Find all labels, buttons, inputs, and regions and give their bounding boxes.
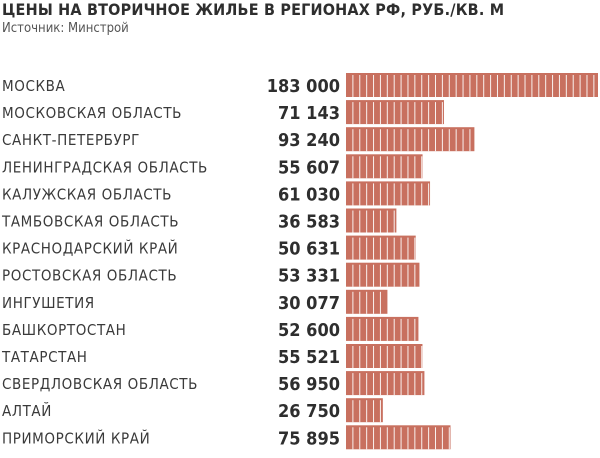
category-label: БАШКОРТОСТАН [2, 321, 126, 339]
category-label: ИНГУШЕТИЯ [2, 294, 95, 312]
bar [346, 154, 423, 179]
category-label: КАЛУЖСКАЯ ОБЛАСТЬ [2, 185, 172, 203]
bar-segments [352, 291, 381, 314]
bar-segments [352, 427, 450, 450]
bar [346, 371, 425, 396]
category-label: СВЕРДЛОВСКАЯ ОБЛАСТЬ [2, 375, 198, 393]
bar [346, 181, 431, 206]
bar-row: МОСКВА 183 000 [2, 73, 598, 97]
bar [346, 398, 383, 423]
bar-segments [352, 75, 595, 97]
value-label: 36 583 [278, 212, 340, 233]
value-label: 61 030 [278, 184, 340, 205]
chart-rows: МОСКВА 183 000 МОСКОВСКАЯ ОБЛАСТЬ 71 143 САН… [1, 73, 598, 450]
chart-subtitle: Источник: Минстрой [2, 21, 129, 36]
bar-row: КАЛУЖСКАЯ ОБЛАСТЬ 61 030 [2, 181, 431, 206]
bar [346, 208, 397, 233]
bar-row: ИНГУШЕТИЯ 30 077 [2, 289, 388, 314]
value-label: 56 950 [278, 374, 340, 395]
bar-row: ТАТАРСТАН 55 521 [1, 344, 423, 368]
category-label: КРАСНОДАРСКИЙ КРАЙ [2, 239, 178, 258]
value-label: 93 240 [278, 130, 340, 151]
bar-row: КРАСНОДАРСКИЙ КРАЙ 50 631 [2, 235, 416, 260]
category-label: РОСТОВСКАЯ ОБЛАСТЬ [2, 267, 177, 285]
bar-row: РОСТОВСКАЯ ОБЛАСТЬ 53 331 [2, 262, 420, 287]
bar-segments [352, 210, 395, 233]
bar [346, 73, 598, 97]
bar-row: СВЕРДЛОВСКАЯ ОБЛАСТЬ 56 950 [2, 371, 425, 396]
bar [346, 127, 475, 152]
bar-row: ТАМБОВСКАЯ ОБЛАСТЬ 36 583 [1, 208, 397, 233]
value-label: 75 895 [278, 428, 340, 449]
bar-row: ЛЕНИНГРАДСКАЯ ОБЛАСТЬ 55 607 [2, 154, 423, 179]
bar-row: МОСКОВСКАЯ ОБЛАСТЬ 71 143 [2, 100, 444, 125]
category-label: ТАМБОВСКАЯ ОБЛАСТЬ [1, 213, 179, 231]
value-label: 26 750 [278, 401, 340, 422]
value-label: 55 607 [278, 157, 340, 178]
value-label: 55 521 [278, 347, 340, 368]
category-label: АЛТАЙ [2, 401, 52, 420]
value-label: 52 600 [278, 320, 340, 341]
bar-segments [352, 102, 443, 125]
bar-segments [352, 346, 423, 368]
bar-segments [352, 264, 416, 287]
bar-segments [352, 156, 423, 179]
bar-segments [352, 400, 381, 423]
bar-segments [352, 183, 430, 206]
bar-row: БАШКОРТОСТАН 52 600 [2, 316, 419, 341]
bar [346, 100, 444, 125]
bar [346, 344, 423, 368]
bar-row: САНКТ-ПЕТЕРБУРГ 93 240 [2, 127, 475, 152]
value-label: 183 000 [267, 76, 340, 97]
chart-title: ЦЕНЫ НА ВТОРИЧНОЕ ЖИЛЬЕ В РЕГИОНАХ РФ, Р… [2, 0, 505, 19]
bar-segments [352, 318, 416, 341]
category-label: МОСКОВСКАЯ ОБЛАСТЬ [2, 104, 182, 122]
category-label: ПРИМОРСКИЙ КРАЙ [2, 428, 150, 447]
bar-row: ПРИМОРСКИЙ КРАЙ 75 895 [2, 425, 451, 450]
category-label: МОСКВА [2, 77, 66, 95]
category-label: ЛЕНИНГРАДСКАЯ ОБЛАСТЬ [2, 158, 208, 176]
bar-segments [352, 129, 471, 152]
bar [346, 425, 451, 450]
value-label: 71 143 [278, 103, 340, 124]
bar-row: АЛТАЙ 26 750 [2, 398, 383, 423]
category-label: САНКТ-ПЕТЕРБУРГ [2, 131, 140, 149]
value-label: 53 331 [278, 266, 340, 287]
bar [346, 262, 420, 287]
bar-segments [352, 373, 423, 396]
category-label: ТАТАРСТАН [1, 348, 88, 366]
value-label: 30 077 [278, 293, 340, 314]
bar [346, 316, 419, 341]
bar-segments [352, 237, 416, 260]
value-label: 50 631 [278, 239, 340, 260]
